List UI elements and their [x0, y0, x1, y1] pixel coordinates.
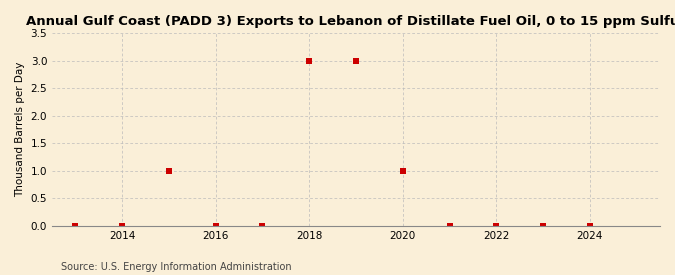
Text: Source: U.S. Energy Information Administration: Source: U.S. Energy Information Administ…: [61, 262, 292, 272]
Title: Annual Gulf Coast (PADD 3) Exports to Lebanon of Distillate Fuel Oil, 0 to 15 pp: Annual Gulf Coast (PADD 3) Exports to Le…: [26, 15, 675, 28]
Y-axis label: Thousand Barrels per Day: Thousand Barrels per Day: [15, 62, 25, 197]
